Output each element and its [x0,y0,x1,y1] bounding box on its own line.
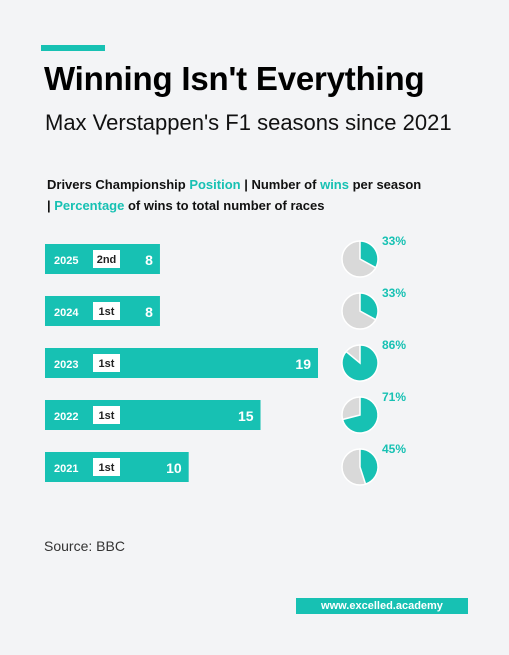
wins-label: 8 [145,304,153,320]
brand-badge[interactable]: www.excelled.academy [296,598,468,614]
page-title: Winning Isn't Everything [44,60,425,97]
pie-slice-wins [359,240,379,269]
year-label: 2021 [54,463,78,475]
description-text: | Number of [240,177,321,192]
position-label: 2nd [97,254,117,266]
description-highlight-percentage: Percentage [54,198,125,213]
pie-slice-wins [341,396,379,434]
year-label: 2022 [54,411,78,423]
percentage-label: 33% [382,234,406,248]
description-text: of wins to total number of races [124,198,325,213]
year-label: 2024 [54,307,79,319]
pie-slice-wins [359,292,379,321]
bar [45,400,261,430]
percentage-label: 45% [382,442,406,456]
wins-label: 10 [166,460,182,476]
position-label: 1st [99,462,115,474]
pie-slice-wins [359,448,379,486]
description-highlight-position: Position [189,177,241,192]
position-badge [93,406,120,424]
percentage-label: 86% [382,338,406,352]
year-label: 2025 [54,255,78,267]
description-text: per season | [47,177,422,213]
description-text: Drivers Championship [47,177,190,192]
bar [45,348,318,378]
chart-description: Drivers Championship Position | Number o… [47,174,427,216]
page-subtitle: Max Verstappen's F1 seasons since 2021 [45,110,452,135]
position-label: 1st [99,306,115,318]
wins-label: 19 [295,356,311,372]
wins-label: 8 [145,252,153,268]
position-badge [93,458,120,476]
wins-label: 15 [238,408,254,424]
position-badge [93,302,120,320]
accent-bar [41,45,105,51]
source-note: Source: BBC [44,538,125,554]
year-label: 2023 [54,359,78,371]
percentage-label: 33% [382,286,406,300]
position-label: 1st [99,410,115,422]
position-label: 1st [99,358,115,370]
pie-slice-wins [341,344,379,382]
position-badge [93,250,120,268]
description-highlight-wins: wins [320,177,349,192]
percentage-label: 71% [382,390,406,404]
position-badge [93,354,120,372]
